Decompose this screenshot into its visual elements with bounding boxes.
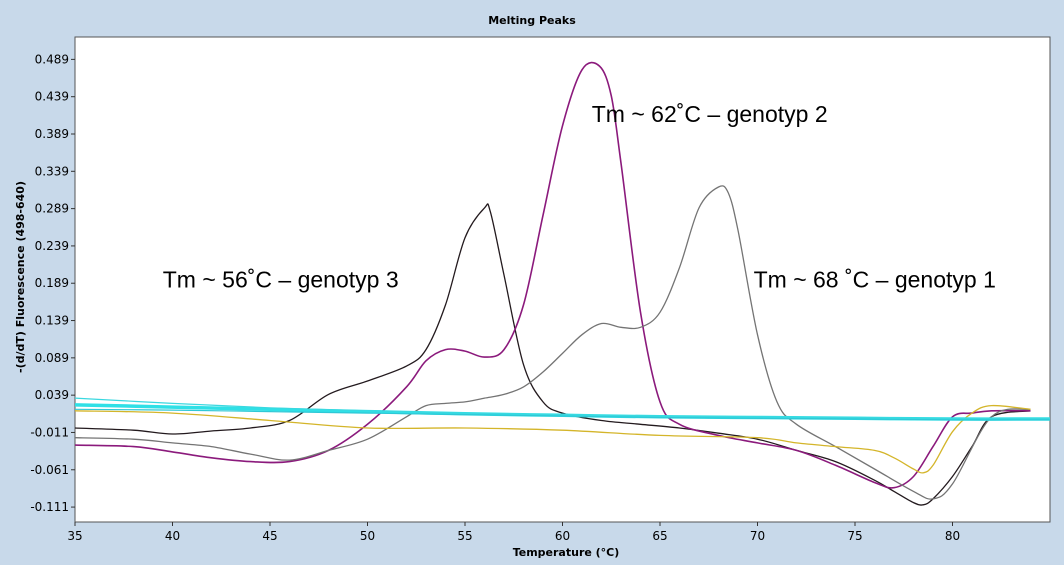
y-tick-label: -0.011 [30,425,69,439]
x-tick-label: 70 [750,529,765,543]
plot-area [74,36,1051,523]
y-tick-label: 0.039 [35,388,69,402]
y-tick-label: 0.089 [35,351,69,365]
y-tick-label: 0.339 [35,164,69,178]
x-tick-label: 45 [262,529,277,543]
x-axis-title: Temperature (°C) [513,546,620,559]
x-tick-label: 80 [945,529,960,543]
x-tick-label: 40 [165,529,180,543]
y-tick-label: 0.239 [35,239,69,253]
annotations: Tm ~ 62˚C – genotyp 2 Tm ~ 56˚C – genotyp… [163,101,996,293]
y-tick-label: 0.189 [35,276,69,290]
series-line-1 [74,203,1031,506]
y-tick-label: 0.289 [35,202,69,216]
annotation-label: Tm ~ 56˚C – genotyp 3 [163,267,399,293]
y-axis-title: -(d/dT) Fluorescence (498-640) [14,181,27,373]
series-line-6 [74,397,1051,419]
x-tick-label: 55 [457,529,472,543]
y-tick-label: -0.111 [30,500,69,514]
x-axis: 35 40 45 50 55 60 65 70 75 80 [67,522,960,543]
y-tick-label: 0.139 [35,314,69,328]
x-tick-label: 50 [360,529,375,543]
x-tick-label: 65 [652,529,667,543]
x-tick-label: 35 [67,529,82,543]
y-axis: 0.489 0.439 0.389 0.339 0.289 0.239 0.189 0.139… [30,52,75,514]
annotation-label: Tm ~ 68 ˚C – genotyp 1 [754,267,996,293]
series-line-7 [74,408,1051,421]
x-tick-label: 75 [847,529,862,543]
series-group [74,61,1051,506]
series-line-5 [74,403,1051,421]
x-tick-label: 60 [555,529,570,543]
chart-title: Melting Peaks [488,14,576,27]
series-line-4 [74,404,1031,474]
y-tick-label: 0.489 [35,52,69,66]
annotation-label: Tm ~ 62˚C – genotyp 2 [592,101,828,127]
y-tick-label: -0.061 [30,463,69,477]
y-tick-label: 0.439 [35,90,69,104]
y-tick-label: 0.389 [35,127,69,141]
